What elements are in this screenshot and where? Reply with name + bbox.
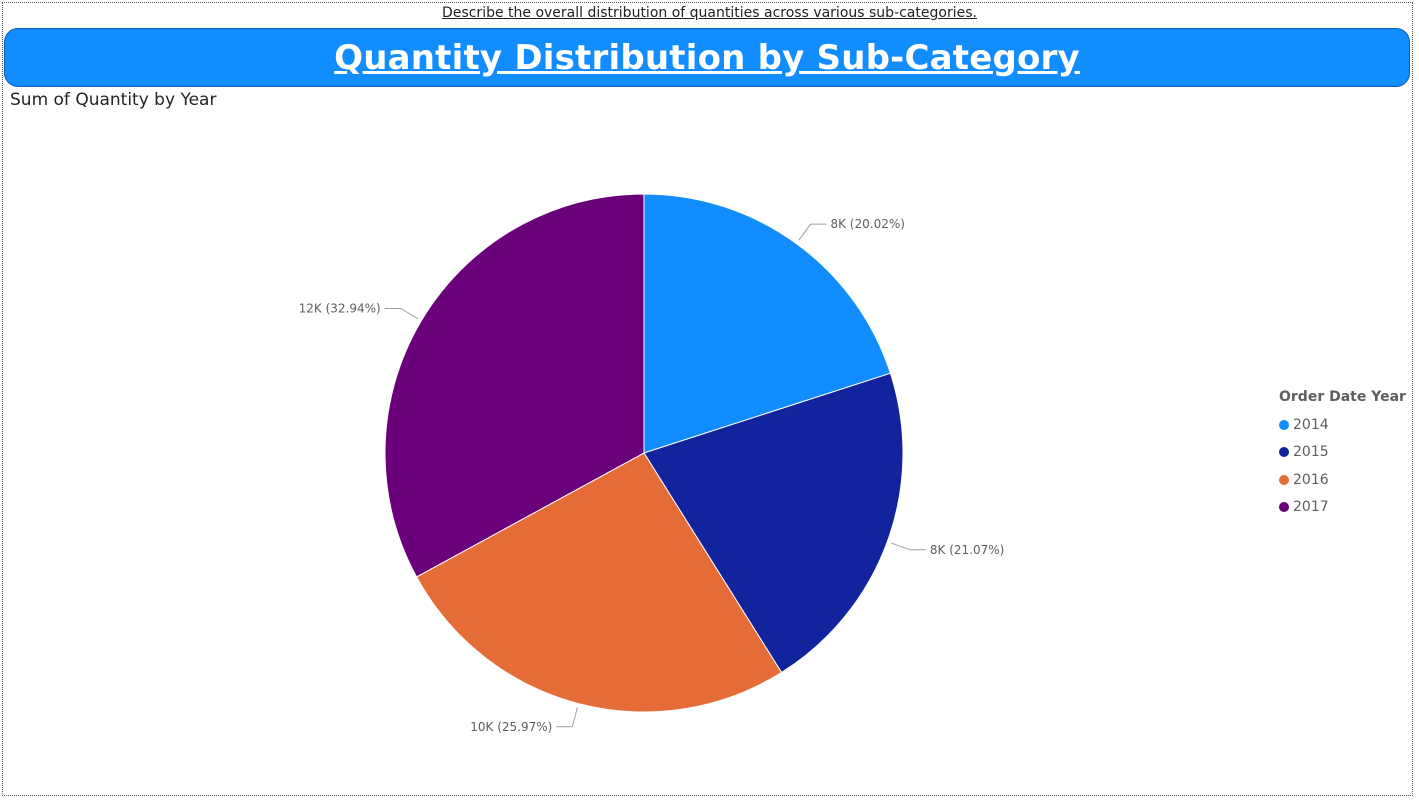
legend-label: 2017 xyxy=(1293,499,1329,516)
legend-item-2017[interactable]: 2017 xyxy=(1279,494,1406,522)
legend-marker-icon xyxy=(1279,474,1289,485)
data-label-2015: 8K (21.07%) xyxy=(930,543,1004,557)
data-label-2016: 10K (25.97%) xyxy=(470,720,552,734)
data-label-2017: 12K (32.94%) xyxy=(299,301,381,315)
legend-item-2016[interactable]: 2016 xyxy=(1279,466,1406,494)
legend-label: 2016 xyxy=(1293,471,1329,488)
title-banner: Quantity Distribution by Sub-Category xyxy=(4,28,1410,87)
legend-title: Order Date Year xyxy=(1279,389,1406,405)
leader-line-2016 xyxy=(556,707,578,728)
pie-slice-2014[interactable] xyxy=(643,193,892,454)
legend-label: 2015 xyxy=(1293,444,1329,461)
legend-label: 2014 xyxy=(1293,416,1329,433)
leader-line-2017 xyxy=(384,307,419,320)
legend-marker-icon xyxy=(1279,502,1289,513)
leader-line-2015 xyxy=(890,542,926,551)
legend-marker-icon xyxy=(1279,419,1289,430)
visual-title: Sum of Quantity by Year xyxy=(10,90,217,110)
banner-title: Quantity Distribution by Sub-Category xyxy=(334,37,1080,78)
legend-marker-icon xyxy=(1279,447,1289,458)
pie-slice-2017[interactable] xyxy=(384,193,645,578)
pie-slice-2015[interactable] xyxy=(643,372,904,674)
legend-item-2015[interactable]: 2015 xyxy=(1279,439,1406,467)
leader-line-2014 xyxy=(798,223,827,241)
pie-slice-2016[interactable] xyxy=(415,452,783,713)
data-label-2014: 8K (20.02%) xyxy=(830,217,904,231)
legend-item-2014[interactable]: 2014 xyxy=(1279,411,1406,439)
question-prompt: Describe the overall distribution of qua… xyxy=(442,5,977,21)
legend: Order Date Year 2014 2015 2016 2017 xyxy=(1279,389,1406,521)
